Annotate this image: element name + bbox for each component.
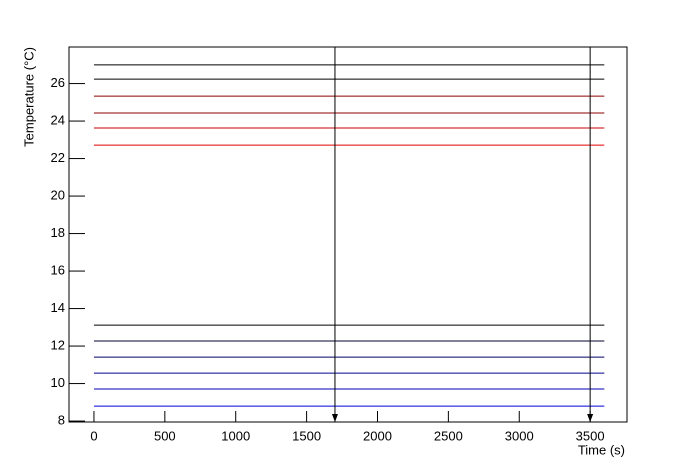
x-axis-label: Time (s) [578,442,625,457]
marker-arrow [587,414,594,422]
x-tick-label: 3500 [576,428,605,443]
y-tick-label: 10 [51,375,65,390]
x-tick-label: 2500 [434,428,463,443]
plot-frame [68,46,628,423]
y-tick-label: 22 [51,150,65,165]
x-tick-label: 500 [154,428,176,443]
y-tick-label: 26 [51,75,65,90]
y-tick-label: 12 [51,338,65,353]
y-axis-label: Temperature (°C) [21,47,36,147]
y-tick-label: 24 [51,113,65,128]
marker-arrow [331,414,338,422]
y-tick-label: 20 [51,188,65,203]
x-tick-label: 1500 [292,428,321,443]
y-tick-label: 16 [51,263,65,278]
y-tick-label: 8 [58,413,65,428]
x-tick-label: 2000 [363,428,392,443]
x-tick-label: 0 [90,428,97,443]
y-tick-label: 14 [51,300,65,315]
y-tick-label: 18 [51,225,65,240]
x-tick-label: 1000 [221,428,250,443]
x-tick-label: 3000 [505,428,534,443]
